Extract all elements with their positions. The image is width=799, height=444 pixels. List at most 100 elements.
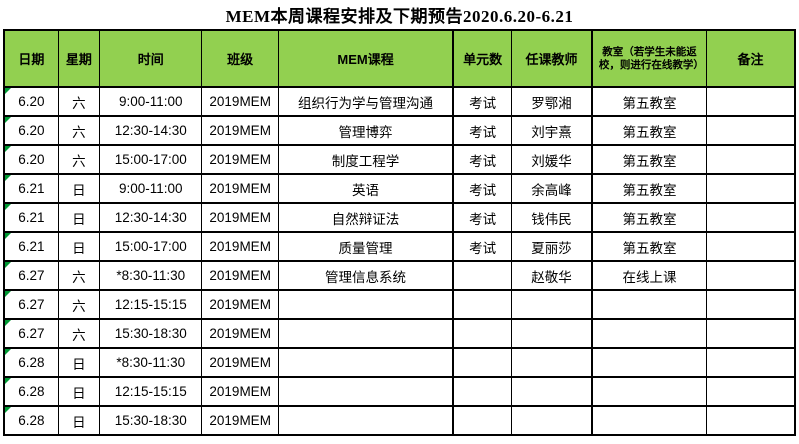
cell-date: 6.20 [3,115,59,146]
table-row: 6.27 六 15:30-18:30 2019MEM [3,318,796,349]
cell-course: 组织行为学与管理沟通 [277,86,455,117]
cell-note [706,289,796,320]
cell-class: 2019MEM [201,231,279,262]
cell-room: 第五教室 [591,144,707,175]
cell-note [706,376,796,407]
date-value: 6.27 [18,268,45,283]
cell-date: 6.20 [3,144,59,175]
cell-corner-flag-icon [5,89,11,94]
cell-room [591,347,707,378]
cell-time: 15:30-18:30 [98,405,203,436]
cell-note [706,115,796,146]
cell-teacher [511,318,593,349]
cell-class: 2019MEM [201,318,279,349]
cell-class: 2019MEM [201,260,279,291]
cell-room [591,318,707,349]
table-row: 6.20 六 15:00-17:00 2019MEM 制度工程学 考试 刘媛华 … [3,144,796,175]
cell-note [706,318,796,349]
cell-weekday: 六 [57,289,100,320]
cell-room: 第五教室 [591,202,707,233]
cell-corner-flag-icon [5,408,11,413]
table-header-row: 日期 星期 时间 班级 MEM课程 单元数 任课教师 教室（若学生未能返校，则进… [3,29,796,88]
cell-units [452,289,513,320]
cell-units: 考试 [452,144,513,175]
cell-teacher: 钱伟民 [511,202,593,233]
cell-room [591,376,707,407]
date-value: 6.21 [18,239,45,254]
cell-teacher [511,376,593,407]
cell-course: 自然辩证法 [277,202,455,233]
cell-note [706,86,796,117]
table-row: 6.27 六 *8:30-11:30 2019MEM 管理信息系统 赵敬华 在线… [3,260,796,291]
table-row: 6.27 六 12:15-15:15 2019MEM [3,289,796,320]
column-header-units: 单元数 [452,29,513,88]
cell-units [452,376,513,407]
cell-note [706,347,796,378]
date-value: 6.20 [18,152,45,167]
cell-date: 6.28 [3,347,59,378]
cell-weekday: 日 [57,173,100,204]
table-row: 6.21 日 15:00-17:00 2019MEM 质量管理 考试 夏丽莎 第… [3,231,796,262]
table-row: 6.20 六 12:30-14:30 2019MEM 管理博弈 考试 刘宇熹 第… [3,115,796,146]
cell-time: 12:15-15:15 [98,376,203,407]
date-value: 6.20 [18,123,45,138]
cell-units: 考试 [452,231,513,262]
cell-course: 英语 [277,173,455,204]
cell-teacher [511,289,593,320]
cell-course: 管理博弈 [277,115,455,146]
cell-weekday: 日 [57,376,100,407]
cell-time: 9:00-11:00 [98,86,203,117]
date-value: 6.28 [18,413,45,428]
cell-course [277,405,455,436]
cell-teacher [511,347,593,378]
cell-date: 6.21 [3,202,59,233]
table-row: 6.28 日 15:30-18:30 2019MEM [3,405,796,436]
cell-corner-flag-icon [5,176,11,181]
cell-teacher [511,405,593,436]
cell-units [452,405,513,436]
table-row: 6.21 日 9:00-11:00 2019MEM 英语 考试 余高峰 第五教室 [3,173,796,204]
cell-note [706,202,796,233]
schedule-table: 日期 星期 时间 班级 MEM课程 单元数 任课教师 教室（若学生未能返校，则进… [3,29,796,436]
date-value: 6.28 [18,355,45,370]
cell-note [706,260,796,291]
cell-weekday: 日 [57,347,100,378]
cell-room [591,289,707,320]
cell-corner-flag-icon [5,118,11,123]
cell-weekday: 日 [57,231,100,262]
cell-class: 2019MEM [201,347,279,378]
cell-date: 6.27 [3,289,59,320]
cell-date: 6.21 [3,173,59,204]
cell-class: 2019MEM [201,202,279,233]
cell-units [452,318,513,349]
cell-teacher: 余高峰 [511,173,593,204]
cell-weekday: 六 [57,144,100,175]
cell-weekday: 日 [57,405,100,436]
cell-teacher: 罗鄂湘 [511,86,593,117]
cell-course: 质量管理 [277,231,455,262]
cell-corner-flag-icon [5,147,11,152]
table-row: 6.21 日 12:30-14:30 2019MEM 自然辩证法 考试 钱伟民 … [3,202,796,233]
cell-course [277,376,455,407]
cell-class: 2019MEM [201,115,279,146]
cell-course: 管理信息系统 [277,260,455,291]
cell-units [452,260,513,291]
cell-time: 12:30-14:30 [98,202,203,233]
cell-weekday: 六 [57,318,100,349]
cell-time: 9:00-11:00 [98,173,203,204]
cell-weekday: 六 [57,260,100,291]
cell-course [277,289,455,320]
cell-class: 2019MEM [201,173,279,204]
cell-weekday: 日 [57,202,100,233]
date-value: 6.27 [18,297,45,312]
cell-course [277,347,455,378]
cell-class: 2019MEM [201,144,279,175]
cell-units [452,347,513,378]
cell-note [706,231,796,262]
cell-room: 第五教室 [591,86,707,117]
cell-weekday: 六 [57,115,100,146]
cell-teacher: 赵敬华 [511,260,593,291]
column-header-time: 时间 [98,29,203,88]
cell-note [706,173,796,204]
